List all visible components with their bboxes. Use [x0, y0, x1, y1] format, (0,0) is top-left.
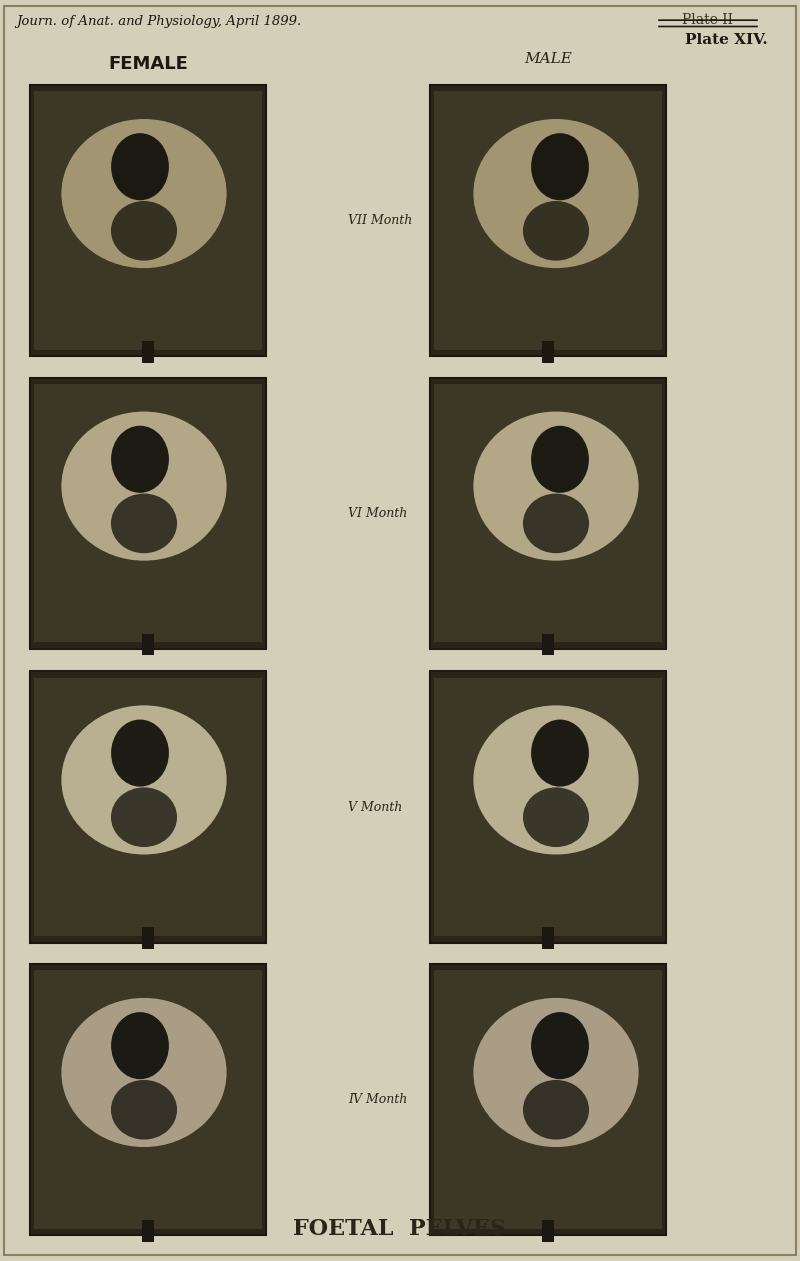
Ellipse shape: [111, 200, 177, 261]
FancyBboxPatch shape: [434, 383, 662, 643]
Text: FEMALE: FEMALE: [108, 55, 188, 73]
FancyBboxPatch shape: [430, 965, 666, 1236]
Ellipse shape: [531, 134, 589, 200]
Ellipse shape: [531, 720, 589, 787]
Ellipse shape: [523, 200, 589, 261]
FancyBboxPatch shape: [34, 92, 262, 351]
Text: V Month: V Month: [348, 801, 402, 813]
Ellipse shape: [474, 997, 638, 1148]
Bar: [542, 927, 554, 950]
Text: Plate II: Plate II: [682, 13, 734, 28]
Ellipse shape: [62, 411, 226, 561]
Text: MALE: MALE: [524, 52, 572, 67]
Text: VII Month: VII Month: [348, 214, 412, 227]
FancyBboxPatch shape: [434, 678, 662, 936]
Text: Plate XIV.: Plate XIV.: [686, 33, 768, 48]
Ellipse shape: [523, 787, 589, 847]
Ellipse shape: [111, 493, 177, 554]
FancyBboxPatch shape: [30, 671, 266, 943]
FancyBboxPatch shape: [34, 971, 262, 1228]
Bar: [142, 1219, 154, 1242]
FancyBboxPatch shape: [434, 971, 662, 1228]
FancyBboxPatch shape: [30, 86, 266, 357]
Ellipse shape: [531, 1013, 589, 1079]
Ellipse shape: [523, 493, 589, 554]
Ellipse shape: [474, 411, 638, 561]
FancyBboxPatch shape: [430, 671, 666, 943]
Ellipse shape: [111, 720, 169, 787]
Bar: [542, 633, 554, 656]
FancyBboxPatch shape: [34, 383, 262, 643]
Text: IV Month: IV Month: [348, 1093, 407, 1106]
FancyBboxPatch shape: [30, 378, 266, 648]
Ellipse shape: [111, 134, 169, 200]
Text: Journ. of Anat. and Physiology, April 1899.: Journ. of Anat. and Physiology, April 18…: [16, 15, 302, 28]
Ellipse shape: [111, 1079, 177, 1140]
Bar: [142, 633, 154, 656]
FancyBboxPatch shape: [30, 965, 266, 1236]
FancyBboxPatch shape: [434, 92, 662, 351]
Ellipse shape: [62, 119, 226, 269]
FancyBboxPatch shape: [430, 86, 666, 357]
Ellipse shape: [523, 1079, 589, 1140]
Text: FOETAL  PELVES: FOETAL PELVES: [294, 1218, 506, 1241]
Bar: [542, 1219, 554, 1242]
FancyBboxPatch shape: [430, 378, 666, 648]
Ellipse shape: [62, 997, 226, 1148]
Ellipse shape: [111, 426, 169, 493]
Ellipse shape: [474, 705, 638, 855]
FancyBboxPatch shape: [34, 678, 262, 936]
Ellipse shape: [111, 1013, 169, 1079]
Bar: [542, 340, 554, 363]
Ellipse shape: [531, 426, 589, 493]
Text: VI Month: VI Month: [348, 507, 407, 520]
Bar: [142, 340, 154, 363]
Ellipse shape: [111, 787, 177, 847]
Ellipse shape: [474, 119, 638, 269]
Bar: [142, 927, 154, 950]
Ellipse shape: [62, 705, 226, 855]
